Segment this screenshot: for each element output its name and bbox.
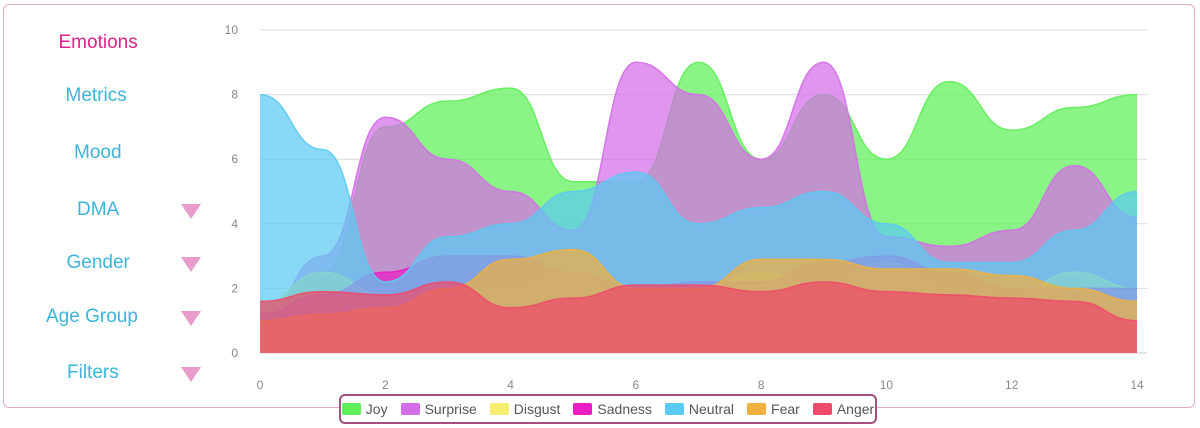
legend-label: Sadness: [597, 401, 652, 417]
legend-swatch: [664, 403, 684, 415]
sidebar-item-gender[interactable]: Gender: [66, 252, 130, 273]
legend-swatch: [489, 403, 509, 415]
y-tick-label: 2: [231, 281, 238, 295]
legend-item-neutral[interactable]: Neutral: [664, 401, 735, 417]
dropdown-triangle-icon[interactable]: [181, 311, 201, 326]
legend-label: Joy: [365, 401, 388, 417]
dropdown-triangle-icon[interactable]: [181, 204, 201, 219]
legend-item-surprise[interactable]: Surprise: [400, 401, 477, 417]
legend-swatch: [747, 403, 767, 415]
legend-item-fear[interactable]: Fear: [747, 401, 800, 417]
legend-item-joy[interactable]: Joy: [341, 401, 388, 417]
legend-swatch: [573, 403, 593, 415]
sidebar-item-metrics[interactable]: Metrics: [65, 85, 127, 106]
x-tick-label: 2: [382, 378, 389, 392]
y-tick-label: 6: [231, 152, 238, 166]
legend-label: Surprise: [424, 401, 477, 417]
line-anger: [259, 281, 1138, 322]
dropdown-triangle-icon[interactable]: [181, 367, 201, 382]
sidebar-item-mood[interactable]: Mood: [74, 142, 122, 163]
legend-swatch: [341, 403, 361, 415]
x-tick-label: 14: [1130, 378, 1144, 392]
area-anger: [260, 281, 1137, 353]
sidebar-nav: Emotions Metrics Mood DMA Gender Age Group Fil…: [0, 0, 220, 428]
x-tick-label: 12: [1005, 378, 1019, 392]
legend-label: Neutral: [688, 401, 735, 417]
legend-label: Anger: [836, 401, 875, 417]
x-tick-label: 6: [633, 378, 640, 392]
dropdown-triangle-icon[interactable]: [181, 257, 201, 272]
legend-swatch: [812, 403, 832, 415]
y-tick-label: 10: [225, 23, 239, 37]
x-tick-label: 0: [257, 378, 264, 392]
legend-item-anger[interactable]: Anger: [812, 401, 875, 417]
x-tick-label: 10: [880, 378, 894, 392]
legend-label: Fear: [771, 401, 800, 417]
legend-label: Disgust: [513, 401, 561, 417]
line-neutral: [259, 93, 1138, 283]
chart-legend: Joy Surprise Disgust Sadness Neutral Fear Ange…: [339, 394, 877, 424]
sidebar-item-dma[interactable]: DMA: [77, 199, 120, 220]
legend-item-sadness[interactable]: Sadness: [573, 401, 652, 417]
x-tick-label: 8: [758, 378, 765, 392]
y-tick-label: 0: [231, 346, 238, 360]
y-tick-label: 4: [231, 217, 238, 231]
legend-swatch: [400, 403, 420, 415]
legend-item-disgust[interactable]: Disgust: [489, 401, 561, 417]
line-surprise: [259, 61, 1138, 322]
sidebar-item-emotions[interactable]: Emotions: [58, 32, 138, 53]
x-tick-label: 4: [507, 378, 514, 392]
y-tick-label: 8: [231, 88, 238, 102]
sidebar-item-filters[interactable]: Filters: [67, 362, 119, 383]
sidebar-item-age-group[interactable]: Age Group: [46, 306, 138, 327]
